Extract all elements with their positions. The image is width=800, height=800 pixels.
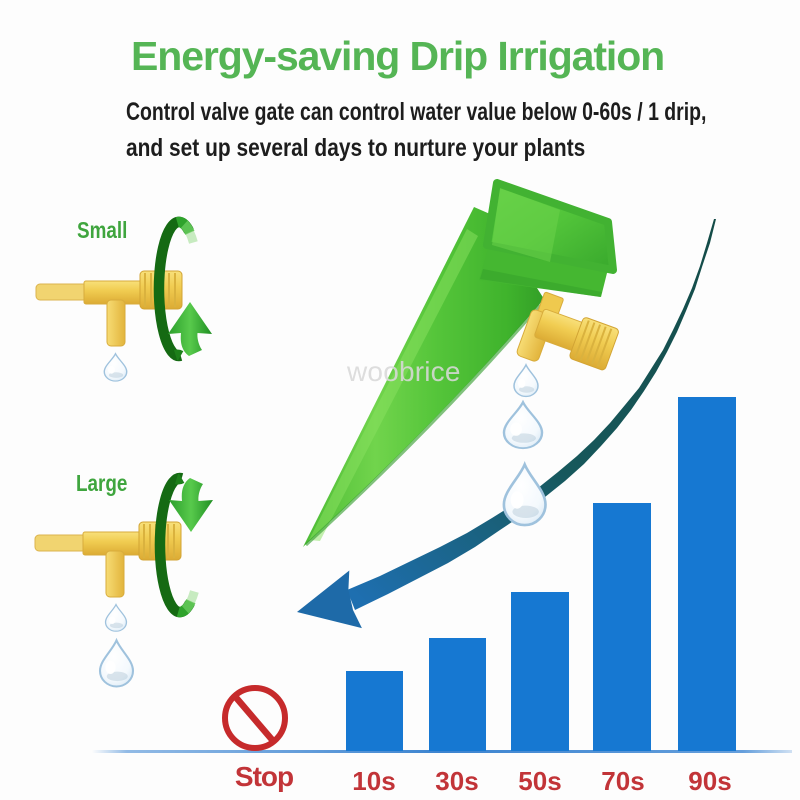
svg-text:woobrice: woobrice [346, 356, 461, 387]
